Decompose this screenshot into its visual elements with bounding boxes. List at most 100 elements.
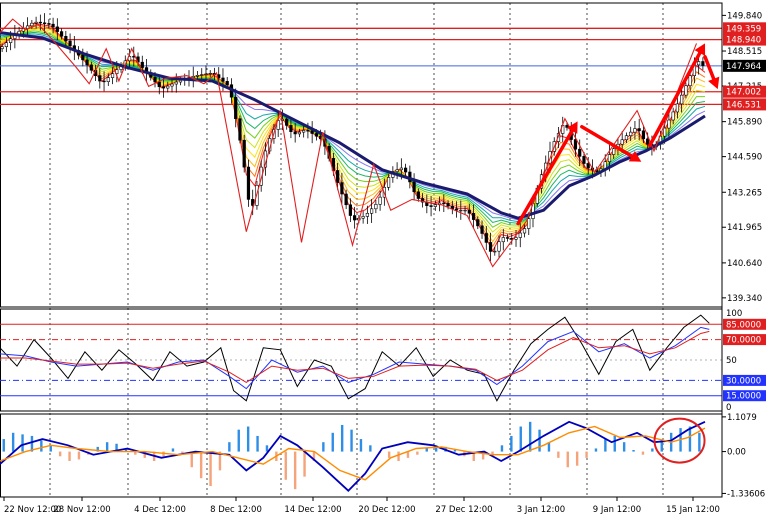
macd-histogram-bar [340, 424, 344, 452]
macd-histogram-bar [519, 426, 522, 452]
trend-arrow-head [566, 121, 578, 134]
candle [64, 30, 68, 47]
candle-body [276, 120, 280, 130]
candle-body [9, 38, 13, 43]
candle-body [285, 118, 289, 126]
osc-level-tag-2 [723, 374, 766, 386]
candle-body [701, 61, 705, 66]
candle [582, 152, 586, 168]
macd-histogram-bar [416, 451, 419, 455]
candle-body [204, 73, 208, 76]
candle [353, 206, 357, 229]
osc-level-tag-1 [723, 334, 766, 346]
candle-body [178, 80, 183, 83]
macd-histogram-bar [124, 448, 128, 452]
candle [34, 16, 38, 29]
candle [488, 232, 493, 262]
candle [476, 216, 480, 230]
candle-body [353, 215, 357, 221]
candle-body [488, 242, 493, 252]
macd-histogram-bar [303, 451, 306, 477]
candle-body [412, 181, 416, 193]
candle-body [395, 169, 399, 172]
macd-histogram-bar [58, 451, 62, 457]
candle [302, 124, 306, 138]
candle-body [297, 131, 302, 135]
candle-body [106, 77, 110, 82]
candle [416, 188, 420, 202]
candle [412, 173, 416, 201]
macd-histogram-bar [293, 451, 297, 490]
price-tick-label: 149.840 [727, 11, 762, 21]
price-tick-label: 145.890 [727, 118, 762, 128]
candle-body [442, 202, 446, 205]
candle [259, 160, 263, 192]
candle-body [620, 139, 624, 145]
candle [624, 132, 629, 143]
candle-body [484, 233, 488, 243]
price-tick-label: 140.640 [727, 259, 762, 269]
candle [336, 162, 340, 191]
macd-histogram-bar [622, 442, 626, 452]
candle [403, 163, 408, 177]
macd-histogram-bar [557, 451, 560, 458]
candle-body [59, 31, 64, 37]
candle-body [684, 85, 688, 96]
candle-body [30, 22, 34, 27]
macd-histogram-bar [425, 448, 428, 452]
macd-histogram-bar [481, 451, 485, 460]
date-label: 27 Dec 12:00 [435, 505, 492, 515]
macd-histogram-bar [698, 432, 701, 452]
candle [170, 77, 174, 93]
macd-histogram-bar [566, 451, 569, 468]
macd-histogram-bar [228, 442, 231, 452]
candle [471, 204, 476, 229]
candle-body [429, 205, 433, 207]
candle-body [637, 128, 641, 132]
candle-body [624, 135, 629, 141]
candle-body [480, 225, 484, 234]
candle [297, 128, 302, 138]
candle-body [399, 167, 403, 171]
candle [505, 234, 510, 242]
macd-histogram-bar [491, 451, 494, 455]
macd-histogram-bar [585, 451, 588, 458]
zigzag-line [0, 18, 698, 268]
candle-body [242, 139, 246, 168]
macd-histogram-bar [77, 451, 81, 460]
candle-body [310, 130, 314, 134]
candle-body [514, 237, 518, 240]
candle-body [55, 26, 59, 32]
candle-body [607, 154, 612, 163]
osc-level-label: 30.0000 [726, 376, 761, 386]
macd-histogram-bar [453, 450, 457, 452]
candle [429, 195, 433, 217]
candle-body [157, 81, 161, 88]
candle-body [81, 54, 85, 61]
candle [361, 211, 365, 224]
candle-body [641, 130, 646, 140]
candle-body [378, 196, 382, 205]
candle [484, 225, 488, 250]
candle [81, 48, 85, 67]
osc-tick-label: 0 [726, 403, 731, 413]
candle [98, 68, 102, 89]
candle-body [403, 167, 408, 173]
candle [38, 14, 42, 31]
candle-body [170, 83, 174, 87]
trend-arrow-0 [516, 121, 578, 226]
candle-body [234, 96, 238, 119]
candle-body [433, 204, 437, 207]
candle [348, 198, 352, 222]
candle-body [110, 73, 115, 78]
macd-histogram-bar [510, 435, 513, 452]
candle-body [467, 209, 471, 214]
macd-histogram-bar [575, 451, 579, 466]
macd-histogram-bar [406, 451, 410, 458]
date-label: 3 Jan 12:00 [517, 505, 565, 515]
macd-histogram-bar [312, 451, 316, 461]
osc-level-tag-0 [723, 318, 766, 330]
candle [514, 229, 518, 247]
trend-arrow-head [694, 43, 706, 56]
